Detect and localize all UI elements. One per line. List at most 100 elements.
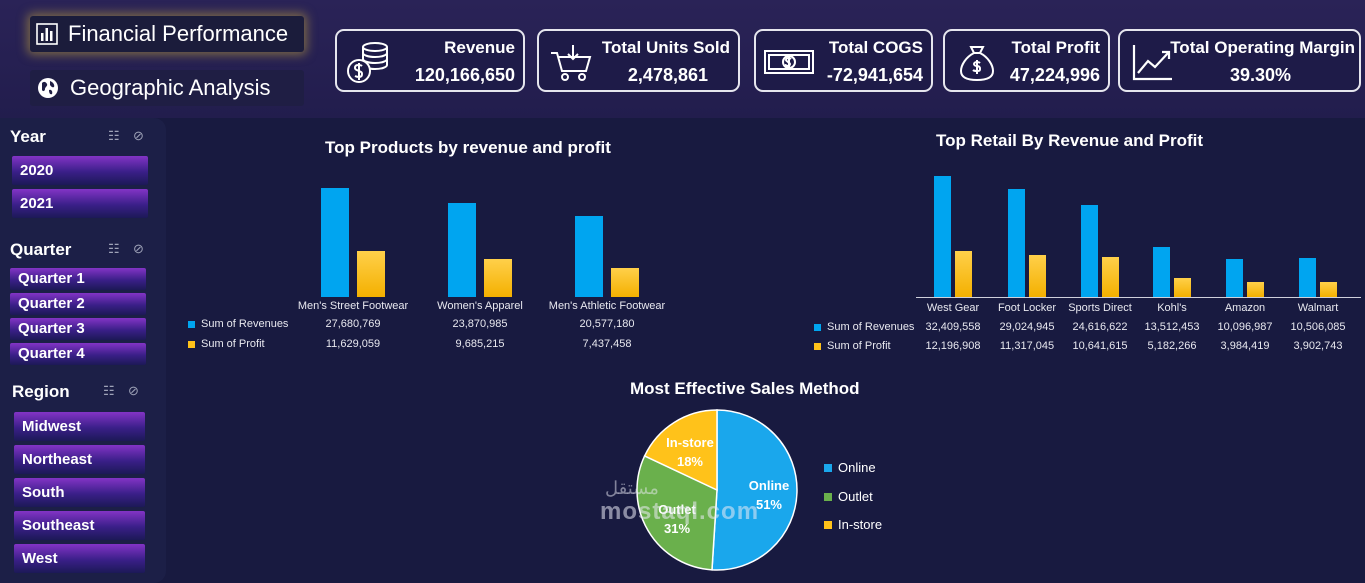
category-label: Walmart bbox=[1297, 302, 1339, 314]
table-value-profit: 9,685,215 bbox=[455, 338, 505, 350]
slicer-quarter-2[interactable]: Quarter 2 bbox=[10, 293, 146, 315]
kpi-card-total-profit: Total Profit 47,224,996 bbox=[943, 29, 1110, 92]
clear-filter-icon[interactable]: ⊘ bbox=[133, 241, 144, 256]
table-series-label: Sum of Revenues bbox=[188, 318, 288, 330]
bar-revenue bbox=[1299, 257, 1316, 297]
nav-financial-performance-button[interactable]: Financial Performance bbox=[30, 16, 304, 52]
kpi-cogs-value: -72,941,654 bbox=[826, 65, 923, 85]
clear-filter-icon[interactable]: ⊘ bbox=[133, 128, 144, 143]
table-series-label: Sum of Profit bbox=[814, 340, 891, 352]
bar-profit bbox=[1102, 257, 1119, 297]
multi-select-icon[interactable]: ☷ bbox=[103, 383, 115, 398]
slicer-year-2021[interactable]: 2021 bbox=[12, 189, 148, 218]
legend-label: Sum of Revenues bbox=[201, 318, 289, 330]
bar-revenue bbox=[321, 188, 349, 297]
banknote-icon bbox=[764, 50, 814, 74]
table-value-revenue: 10,506,085 bbox=[1290, 321, 1346, 333]
kpi-card-operating-margin: Total Operating Margin 39.30% bbox=[1118, 29, 1361, 92]
slicer-region-southeast[interactable]: Southeast bbox=[14, 511, 145, 540]
kpi-revenue-value: 120,166,650 bbox=[414, 65, 515, 85]
legend-online: Online bbox=[824, 460, 876, 475]
slicer-region-northeast[interactable]: Northeast bbox=[14, 445, 145, 474]
legend-swatch bbox=[814, 323, 821, 331]
nav-financial-label: Financial Performance bbox=[68, 21, 289, 46]
table-value-revenue: 13,512,453 bbox=[1144, 321, 1200, 333]
table-value-revenue: 27,680,769 bbox=[325, 318, 381, 330]
bar-profit bbox=[955, 251, 972, 297]
pie-label-instore: In-store 18% bbox=[666, 435, 714, 469]
bar-profit bbox=[611, 267, 639, 297]
retail-chart-axis bbox=[916, 297, 1361, 298]
table-value-profit: 7,437,458 bbox=[582, 338, 632, 350]
category-label: Men's Street Footwear bbox=[297, 300, 409, 312]
table-value-revenue: 24,616,622 bbox=[1072, 321, 1128, 333]
bar-profit bbox=[1320, 282, 1337, 297]
legend-label: Sum of Profit bbox=[827, 340, 891, 352]
table-value-profit: 5,182,266 bbox=[1147, 340, 1197, 352]
category-label: Foot Locker bbox=[997, 302, 1057, 314]
watermark-arabic: مستقل bbox=[605, 478, 659, 498]
sales-method-chart-title: Most Effective Sales Method bbox=[630, 379, 860, 398]
bar-revenue bbox=[1226, 259, 1243, 297]
kpi-profit-value: 47,224,996 bbox=[1009, 65, 1100, 85]
table-value-revenue: 10,096,987 bbox=[1217, 321, 1273, 333]
slicer-year-2020[interactable]: 2020 bbox=[12, 156, 148, 185]
table-value-revenue: 20,577,180 bbox=[579, 318, 635, 330]
slicer-quarter-4[interactable]: Quarter 4 bbox=[10, 343, 146, 365]
legend-instore: In-store bbox=[824, 517, 882, 532]
kpi-profit-title: Total Profit bbox=[1011, 38, 1100, 57]
table-series-label: Sum of Profit bbox=[188, 338, 265, 350]
multi-select-icon[interactable]: ☷ bbox=[108, 128, 120, 143]
table-value-revenue: 23,870,985 bbox=[452, 318, 508, 330]
kpi-units-title: Total Units Sold bbox=[601, 38, 730, 57]
clear-filter-icon[interactable]: ⊘ bbox=[128, 383, 139, 398]
bar-profit bbox=[357, 251, 385, 297]
table-series-label: Sum of Revenues bbox=[814, 321, 914, 333]
legend-swatch bbox=[188, 340, 195, 348]
slicer-region-west[interactable]: West bbox=[14, 544, 145, 573]
watermark-logo: mostaql.com bbox=[600, 498, 760, 525]
category-label: Amazon bbox=[1224, 302, 1266, 314]
pie-label-online: Online 51% bbox=[748, 478, 790, 512]
category-label: West Gear bbox=[926, 302, 980, 314]
kpi-card-units-sold: Total Units Sold 2,478,861 bbox=[537, 29, 740, 92]
bar-profit bbox=[1174, 277, 1191, 297]
slicer-region-south[interactable]: South bbox=[14, 478, 145, 507]
pie-slice-instore bbox=[643, 409, 718, 492]
slicer-region-title: Region bbox=[12, 382, 70, 401]
cart-icon bbox=[551, 45, 592, 81]
bar-profit bbox=[484, 258, 512, 297]
nav-geographic-analysis-button[interactable]: Geographic Analysis bbox=[30, 70, 304, 106]
pie-slice-outlet bbox=[636, 454, 718, 571]
table-value-profit: 12,196,908 bbox=[925, 340, 981, 352]
legend-outlet: Outlet bbox=[824, 489, 873, 504]
category-label: Sports Direct bbox=[1068, 302, 1132, 314]
coins-icon bbox=[347, 42, 388, 83]
globe-icon bbox=[38, 78, 58, 98]
kpi-units-value: 2,478,861 bbox=[627, 65, 708, 85]
kpi-card-revenue: Revenue 120,166,650 bbox=[335, 29, 525, 92]
category-label: Women's Apparel bbox=[437, 300, 523, 312]
kpi-card-total-cogs: Total COGS -72,941,654 bbox=[754, 29, 933, 92]
trend-up-icon bbox=[1132, 45, 1172, 81]
kpi-revenue-title: Revenue bbox=[444, 38, 515, 57]
kpi-cogs-title: Total COGS bbox=[828, 38, 923, 57]
table-value-revenue: 32,409,558 bbox=[925, 321, 981, 333]
multi-select-icon[interactable]: ☷ bbox=[108, 241, 120, 256]
money-bag-icon bbox=[959, 46, 995, 82]
slicer-quarter-1[interactable]: Quarter 1 bbox=[10, 268, 146, 290]
products-chart-title: Top Products by revenue and profit bbox=[325, 138, 611, 157]
legend-label: Sum of Profit bbox=[201, 338, 265, 350]
table-value-profit: 11,629,059 bbox=[325, 338, 381, 350]
bar-revenue bbox=[1081, 205, 1098, 297]
slicer-quarter-3[interactable]: Quarter 3 bbox=[10, 318, 146, 340]
slicer-year-title: Year bbox=[10, 127, 46, 146]
nav-geographic-label: Geographic Analysis bbox=[70, 75, 271, 100]
bar-revenue bbox=[1008, 188, 1025, 297]
bar-chart-icon bbox=[36, 23, 58, 45]
table-value-profit: 10,641,615 bbox=[1072, 340, 1128, 352]
slicer-region-midwest[interactable]: Midwest bbox=[14, 412, 145, 441]
legend-swatch bbox=[814, 342, 821, 350]
category-label: Kohl's bbox=[1157, 302, 1187, 314]
kpi-margin-title: Total Operating Margin bbox=[1170, 38, 1355, 57]
